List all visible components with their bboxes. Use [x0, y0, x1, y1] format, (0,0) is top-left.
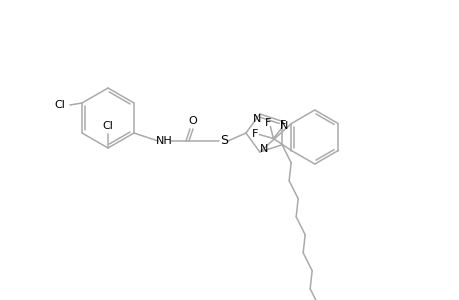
Text: N: N	[259, 144, 268, 154]
Text: F: F	[252, 128, 258, 139]
Text: Cl: Cl	[55, 100, 65, 110]
Text: S: S	[219, 134, 228, 148]
Text: O: O	[188, 116, 197, 126]
Text: Cl: Cl	[102, 121, 113, 131]
Text: F: F	[265, 118, 271, 128]
Text: N: N	[252, 114, 260, 124]
Text: F: F	[280, 119, 286, 130]
Text: NH: NH	[155, 136, 172, 146]
Text: N: N	[280, 121, 288, 131]
